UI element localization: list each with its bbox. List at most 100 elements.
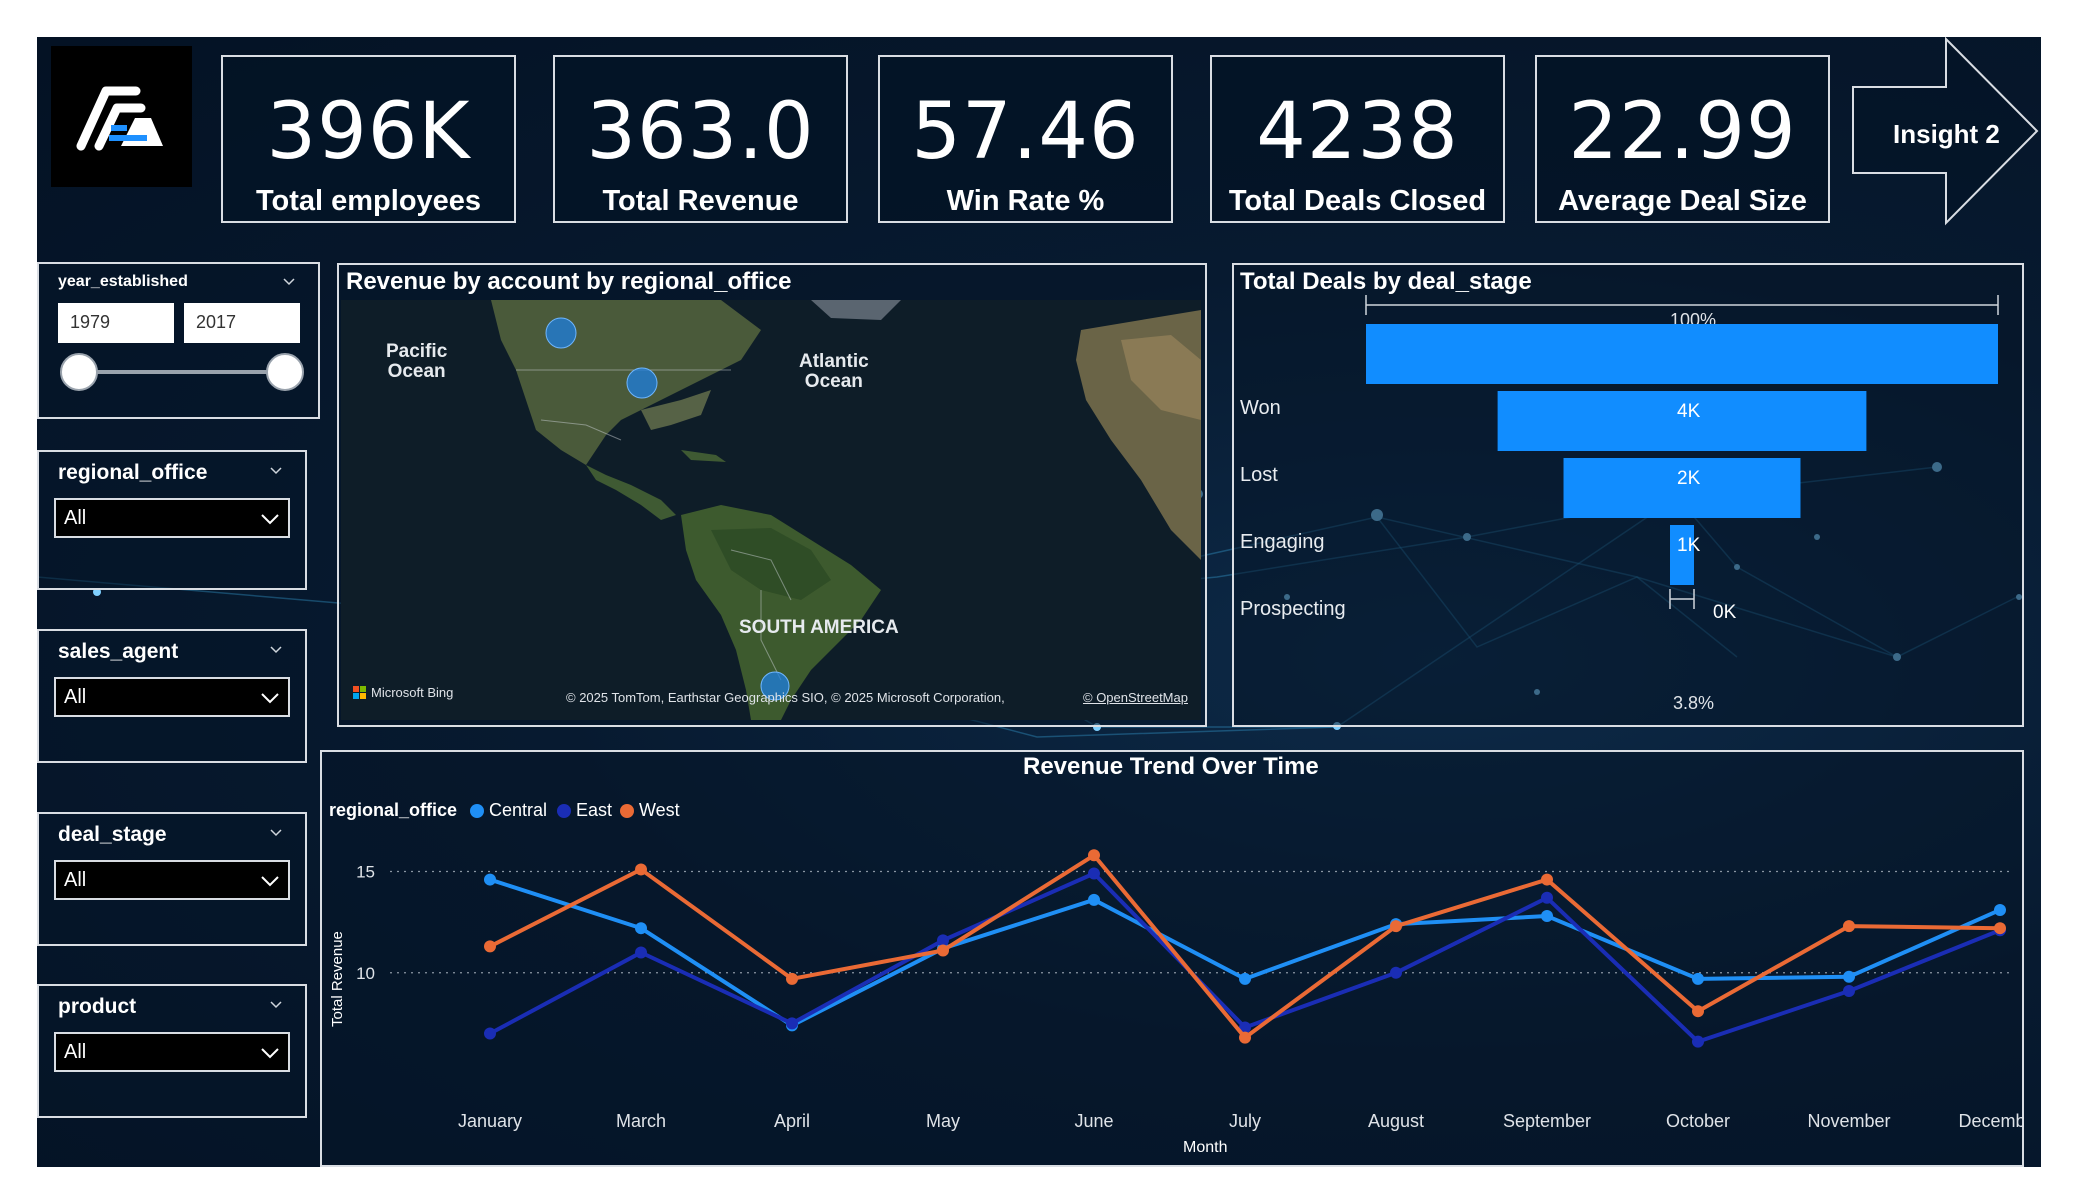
funnel-value-engaging: 1K	[1677, 535, 1701, 556]
funnel-chart[interactable]	[1232, 263, 2024, 727]
data-point-east[interactable]	[1843, 984, 1855, 997]
line-chart-panel	[320, 750, 2024, 1167]
data-point-east[interactable]	[1390, 966, 1402, 979]
insight-2-arrow-button[interactable]	[1851, 37, 2041, 227]
insight-2-label[interactable]: Insight 2	[1893, 119, 2000, 149]
slider-handle-start	[60, 353, 98, 391]
funnel-bar-engaging[interactable]	[1563, 458, 1801, 518]
y-tick-label: 10	[356, 964, 375, 983]
chevron-down-icon	[261, 693, 279, 704]
funnel-value-prospecting: 0K	[1713, 602, 1737, 623]
x-tick-label: May	[926, 1111, 960, 1131]
line-chart[interactable]: 10 15 January March April May June July August Se…	[320, 750, 2024, 1167]
data-point-west[interactable]	[1541, 873, 1553, 886]
chevron-down-icon	[261, 514, 279, 525]
chevron-down-icon[interactable]	[270, 465, 282, 477]
funnel-stage-label-won: Won	[1240, 397, 1281, 419]
map-canvas[interactable]: Pacific Ocean Atlantic Ocean SOUTH AMERI…	[341, 300, 1201, 720]
data-point-central[interactable]	[1541, 910, 1553, 923]
data-point-east[interactable]	[1692, 1035, 1704, 1048]
legend-item-east[interactable]: East	[557, 800, 612, 821]
x-tick-label: January	[458, 1111, 522, 1131]
legend-label: East	[576, 800, 613, 820]
data-point-east[interactable]	[786, 1017, 798, 1030]
data-point-east[interactable]	[484, 1027, 496, 1040]
x-tick-label: June	[1074, 1111, 1113, 1131]
data-point-west[interactable]	[1692, 1005, 1704, 1018]
chevron-down-icon[interactable]	[270, 644, 282, 656]
dashboard-canvas: 396K Total employees 363.0 Total Revenue…	[37, 37, 2041, 1167]
dropdown-value: All	[64, 686, 87, 708]
kpi-total-deals-closed: 4238 Total Deals Closed	[1210, 55, 1505, 223]
regional-office-dropdown[interactable]: All	[54, 498, 290, 538]
data-point-central[interactable]	[484, 873, 496, 886]
chevron-down-icon[interactable]	[270, 827, 282, 839]
map-label-atlantic: Atlantic Ocean	[799, 351, 869, 392]
chevron-down-icon	[261, 876, 279, 887]
deal-stage-dropdown[interactable]: All	[54, 860, 290, 900]
legend-marker	[620, 803, 634, 818]
kpi-total-revenue: 363.0 Total Revenue	[553, 55, 848, 223]
slicer-title: year_established	[58, 273, 188, 290]
microsoft-logo-icon	[353, 685, 366, 699]
legend-marker	[557, 803, 571, 818]
data-point-west[interactable]	[786, 972, 798, 985]
legend-label: West	[639, 800, 680, 820]
kpi-value: 57.46	[911, 87, 1140, 177]
map-title: Revenue by account by regional_office	[346, 268, 792, 295]
product-dropdown[interactable]: All	[54, 1032, 290, 1072]
x-tick-label: March	[616, 1111, 666, 1131]
data-point-west[interactable]	[1390, 920, 1402, 933]
series-line-west	[489, 853, 2001, 1040]
data-point-west[interactable]	[1088, 849, 1100, 862]
data-point-west[interactable]	[937, 944, 949, 957]
legend-item-central[interactable]: Central	[470, 800, 547, 821]
year-range-slider[interactable]	[57, 350, 307, 394]
year-from-input[interactable]: 1979	[58, 303, 174, 343]
x-tick-label: November	[1807, 1111, 1890, 1131]
map-label-south-america: SOUTH AMERICA	[739, 617, 899, 638]
kpi-label: Average Deal Size	[1558, 185, 1807, 217]
data-point-central[interactable]	[635, 922, 647, 935]
data-point-west[interactable]	[1994, 922, 2006, 935]
data-point-central[interactable]	[1239, 972, 1251, 985]
data-point-central[interactable]	[1692, 972, 1704, 985]
data-point-east[interactable]	[1541, 891, 1553, 904]
chevron-down-icon	[261, 1048, 279, 1059]
kpi-total-employees: 396K Total employees	[221, 55, 516, 223]
data-point-east[interactable]	[635, 946, 647, 959]
map-label-pacific: Pacific Ocean	[386, 341, 448, 382]
dropdown-value: All	[64, 869, 87, 891]
dropdown-value: All	[64, 1041, 87, 1063]
slider-handle-end	[266, 353, 304, 391]
sales-agent-dropdown[interactable]: All	[54, 677, 290, 717]
slicer-title: product	[58, 995, 137, 1018]
data-point-west[interactable]	[635, 863, 647, 876]
funnel-bottom-percent: 3.8%	[1673, 693, 1715, 713]
data-point-east[interactable]	[937, 934, 949, 947]
legend-item-west[interactable]: West	[620, 800, 680, 821]
map-bubble-south	[760, 671, 790, 701]
data-point-west[interactable]	[484, 940, 496, 953]
openstreetmap-link[interactable]: © OpenStreetMap	[1083, 690, 1188, 705]
funnel-bar-prospecting[interactable]	[1669, 525, 1695, 585]
data-point-east[interactable]	[1239, 1021, 1251, 1034]
funnel-bar-lost[interactable]	[1497, 391, 1867, 451]
kpi-value: 4238	[1256, 87, 1459, 177]
chevron-down-icon[interactable]	[283, 276, 295, 288]
chevron-down-icon[interactable]	[270, 999, 282, 1011]
data-point-central[interactable]	[1088, 893, 1100, 906]
funnel-bar-won[interactable]	[1366, 324, 1998, 384]
map-attribution: © 2025 TomTom, Earthstar Geographics SIO…	[566, 690, 1005, 705]
data-point-east[interactable]	[1088, 867, 1100, 880]
data-point-central[interactable]	[1994, 903, 2006, 916]
x-tick-label: August	[1368, 1111, 1424, 1131]
slicer-title: sales_agent	[58, 640, 179, 663]
data-point-west[interactable]	[1239, 1031, 1251, 1044]
data-point-west[interactable]	[1843, 920, 1855, 933]
funnel-title: Total Deals by deal_stage	[1240, 268, 1532, 295]
data-point-central[interactable]	[1843, 970, 1855, 983]
funnel-value-lost: 2K	[1677, 468, 1701, 489]
kpi-win-rate: 57.46 Win Rate %	[878, 55, 1173, 223]
year-to-input[interactable]: 2017	[184, 303, 300, 343]
